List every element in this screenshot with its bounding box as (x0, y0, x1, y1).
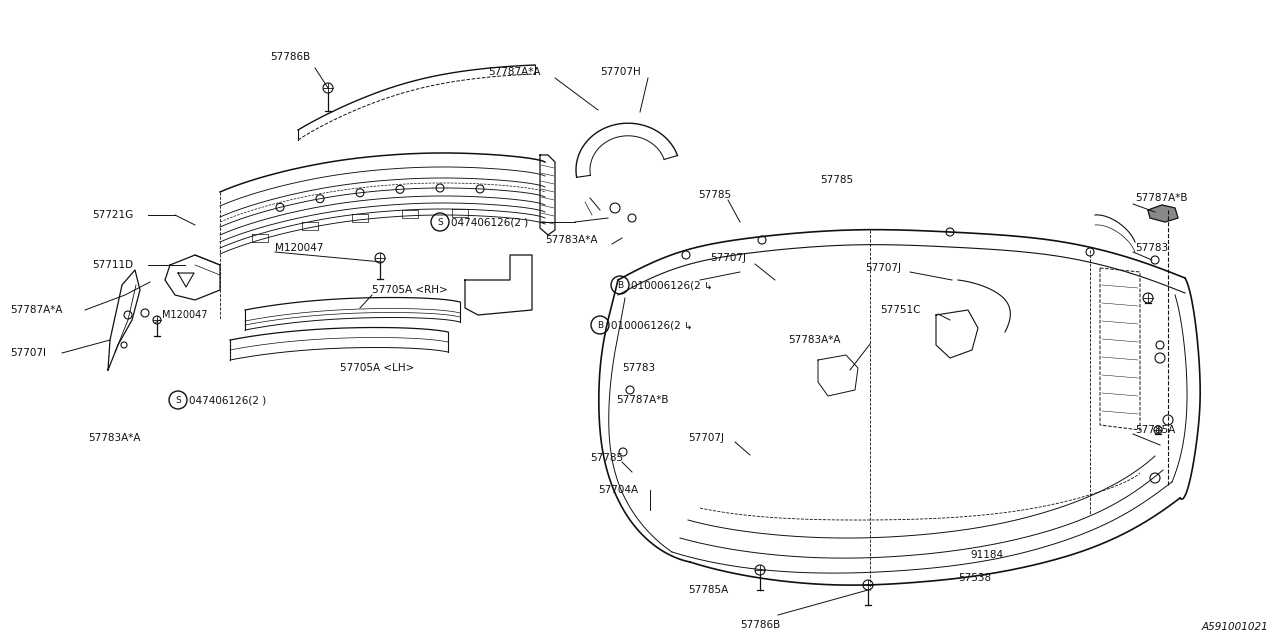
Text: 57786B: 57786B (270, 52, 310, 62)
Text: 57707J: 57707J (710, 253, 746, 263)
Text: M120047: M120047 (163, 310, 207, 320)
Text: 57787A*A: 57787A*A (488, 67, 540, 77)
Text: 57786B: 57786B (740, 620, 780, 630)
Text: S: S (175, 396, 180, 404)
Text: 57721G: 57721G (92, 210, 133, 220)
Polygon shape (1148, 205, 1178, 222)
Text: 57785A: 57785A (1135, 425, 1175, 435)
Text: M120047: M120047 (275, 243, 324, 253)
Text: 57711D: 57711D (92, 260, 133, 270)
Text: 57783A*A: 57783A*A (545, 235, 598, 245)
Text: 57707J: 57707J (865, 263, 901, 273)
Text: 010006126(2 ↳: 010006126(2 ↳ (631, 280, 713, 290)
Text: 57785: 57785 (698, 190, 731, 200)
Text: 047406126(2 ): 047406126(2 ) (189, 395, 266, 405)
Text: 047406126(2 ): 047406126(2 ) (451, 217, 529, 227)
Text: 57705A <RH>: 57705A <RH> (372, 285, 448, 295)
Text: S: S (438, 218, 443, 227)
Text: 57785: 57785 (820, 175, 854, 185)
Text: 57704A: 57704A (598, 485, 639, 495)
Text: 57783A*A: 57783A*A (88, 433, 141, 443)
Text: 57787A*A: 57787A*A (10, 305, 63, 315)
Text: 57783: 57783 (1135, 243, 1169, 253)
Text: 57787A*B: 57787A*B (1135, 193, 1188, 203)
Text: 57783A*A: 57783A*A (788, 335, 841, 345)
Text: 57751C: 57751C (881, 305, 920, 315)
Text: 57538: 57538 (957, 573, 991, 583)
Text: 57705A <LH>: 57705A <LH> (340, 363, 415, 373)
Text: A591001021: A591001021 (1201, 622, 1268, 632)
Text: 57785A: 57785A (689, 585, 728, 595)
Text: B: B (596, 321, 603, 330)
Text: 91184: 91184 (970, 550, 1004, 560)
Text: B: B (617, 280, 623, 289)
Text: 57707J: 57707J (689, 433, 724, 443)
Text: 57787A*B: 57787A*B (616, 395, 668, 405)
Text: 57707I: 57707I (10, 348, 46, 358)
Text: 57785: 57785 (590, 453, 623, 463)
Text: 57707H: 57707H (600, 67, 641, 77)
Text: 57783: 57783 (622, 363, 655, 373)
Text: 010006126(2 ↳: 010006126(2 ↳ (611, 320, 692, 330)
